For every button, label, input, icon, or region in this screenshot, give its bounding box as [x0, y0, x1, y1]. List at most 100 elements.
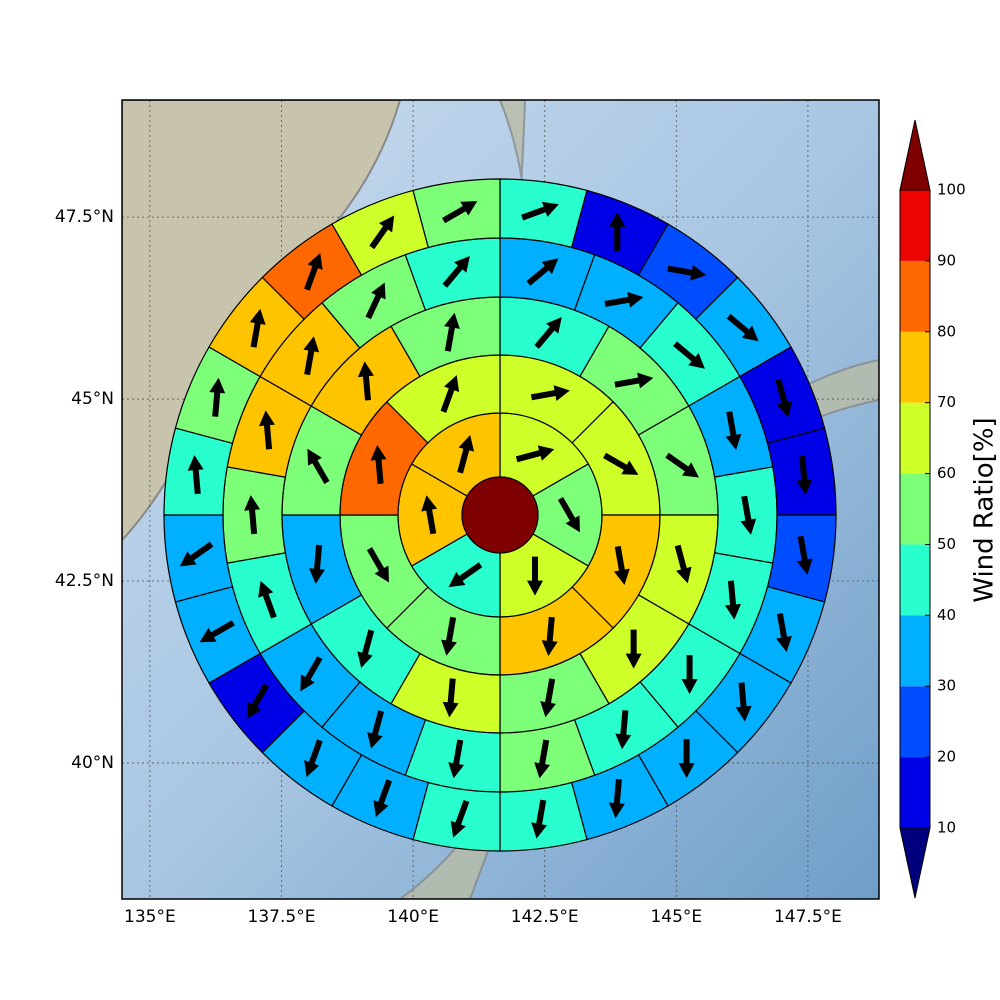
wind-arrow	[448, 562, 483, 588]
colorbar-tick-label: 60	[937, 464, 956, 482]
colorbar-tick-label: 20	[937, 748, 956, 766]
y-tick-label: 45°N	[71, 389, 114, 409]
wind-arrow	[370, 444, 387, 485]
colorbar-under	[899, 827, 931, 899]
x-tick-label: 137.5°E	[248, 907, 316, 927]
wind-arrow	[249, 308, 266, 348]
colorbar-segment	[900, 686, 930, 758]
wind-arrow	[365, 282, 386, 320]
wind-arrow	[603, 452, 639, 475]
wind-arrow	[244, 495, 261, 535]
wind-arrow	[527, 556, 543, 596]
wind-arrow	[199, 620, 235, 643]
wind-arrow	[615, 710, 632, 750]
wind-arrow	[246, 683, 269, 719]
wind-arrow	[534, 739, 550, 779]
colorbar-segment	[900, 757, 930, 828]
colorbar-tick-label: 90	[937, 251, 956, 269]
wind-arrow	[187, 455, 204, 495]
wind-arrow	[776, 613, 792, 652]
wind-arrow	[366, 547, 389, 583]
wind-arrow	[740, 495, 757, 535]
wind-arrow	[725, 580, 741, 620]
colorbar-tick-label: 50	[937, 535, 956, 553]
colorbar-frame	[899, 189, 931, 829]
colorbar-tick-label: 70	[937, 393, 956, 411]
colorbar-segment	[900, 260, 930, 332]
wind-arrow	[440, 375, 460, 413]
colorbar-tick-label: 30	[937, 677, 956, 695]
wind-arrow	[625, 629, 642, 669]
ticks: 135°E 137.5°E 140°E 142.5°E 145°E 147.5°E 40°N…	[55, 207, 842, 927]
colorbar-segment	[900, 402, 930, 474]
wind-arrow	[604, 291, 644, 308]
wind-arrow	[209, 377, 226, 417]
wind-arrow	[448, 739, 465, 779]
colorbar-tick-label: 10	[937, 819, 956, 837]
wind-arrow	[775, 378, 793, 418]
wind-arrow	[307, 448, 330, 485]
y-tick-label: 47.5°N	[55, 207, 114, 227]
x-tick-label: 142.5°E	[511, 907, 579, 927]
colorbar-over	[899, 119, 931, 191]
wind-arrow	[442, 201, 478, 224]
wind-arrow	[796, 455, 813, 495]
wind-arrow	[681, 655, 698, 695]
wind-arrow	[369, 215, 395, 250]
wind-arrow	[726, 313, 759, 342]
wind-arrow	[367, 710, 385, 749]
wind-arrow	[526, 258, 559, 286]
wind-arrow	[515, 445, 555, 463]
wind-arrow	[531, 799, 548, 839]
x-tick-label: 140°E	[387, 907, 439, 927]
sector	[499, 781, 588, 852]
colorbar-tick-label: 80	[937, 322, 956, 340]
wind-arrow	[541, 616, 558, 656]
colorbar: 10 20 30 40 50 60 70 80 90 100	[899, 119, 966, 899]
wind-arrow	[521, 201, 559, 221]
wind-arrow	[300, 656, 323, 692]
arrows	[179, 201, 813, 839]
wind-arrow	[457, 435, 475, 474]
wind-arrow	[665, 452, 699, 478]
colorbar-label: Wind Ratio[%]	[970, 417, 1000, 602]
wind-arrow	[614, 372, 654, 389]
wind-arrow	[673, 341, 705, 369]
wind-arrow	[557, 497, 580, 533]
wind-arrow	[667, 264, 707, 281]
y-tick-label: 40°N	[71, 753, 114, 773]
wind-arrow	[540, 678, 556, 718]
wind-arrow	[373, 779, 393, 817]
wind-arrow	[309, 544, 325, 584]
x-tick-label: 145°E	[650, 907, 702, 927]
wind-arrow	[530, 385, 570, 401]
wind-arrow	[357, 361, 374, 401]
wind-arrow	[304, 739, 323, 777]
wind-arrow	[609, 211, 626, 251]
wind-arrow	[534, 317, 562, 349]
wind-arrow	[674, 544, 692, 584]
colorbar-tick-label: 100	[937, 181, 966, 199]
wind-arrow	[179, 541, 214, 567]
wind-arrow	[304, 253, 323, 291]
plot-frame	[121, 99, 880, 900]
wind-arrow	[421, 495, 438, 535]
wind-arrow	[678, 739, 695, 779]
wind-arrow	[614, 545, 630, 585]
colorbar-segment	[900, 615, 930, 687]
wind-arrow	[796, 535, 813, 575]
y-tick-label: 42.5°N	[55, 571, 114, 591]
wind-arrow	[735, 682, 752, 722]
wind-arrow	[442, 678, 459, 718]
wind-arrow	[357, 629, 375, 668]
colorbar-segment	[900, 473, 930, 545]
wind-arrow	[442, 255, 470, 288]
center-disk	[461, 476, 539, 554]
x-tick-label: 147.5°E	[774, 907, 842, 927]
colorbar-segment	[900, 544, 930, 616]
sector	[163, 514, 234, 603]
sectors	[163, 178, 837, 852]
colorbar-tick-label: 40	[937, 606, 956, 624]
wind-arrow	[303, 336, 320, 376]
